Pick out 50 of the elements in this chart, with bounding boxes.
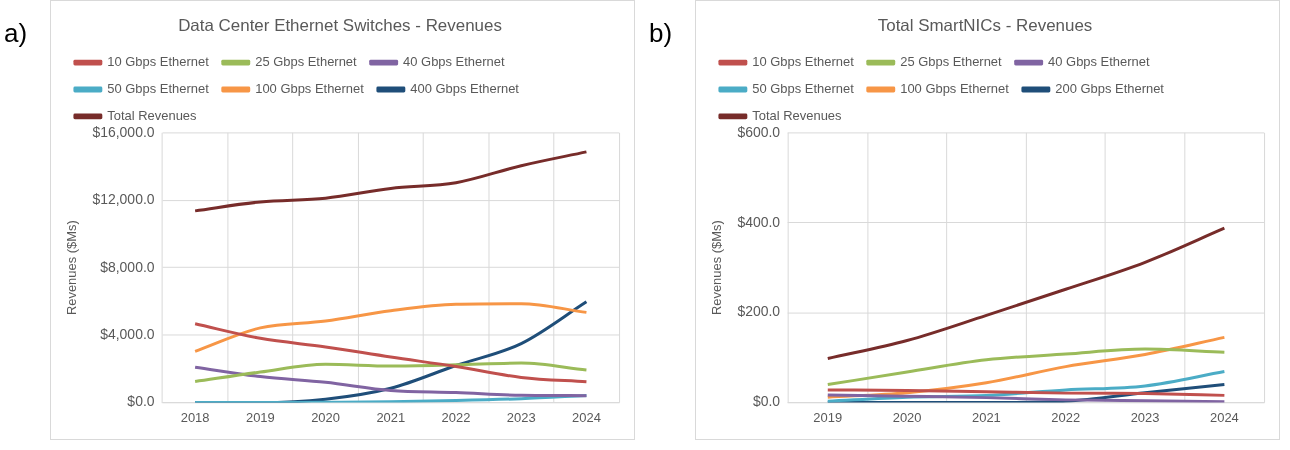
y-tick-label: $12,000.0 — [92, 191, 155, 208]
x-tick-label: 2020 — [311, 409, 340, 425]
x-tick-label: 2019 — [813, 409, 843, 425]
line-series — [826, 226, 1226, 360]
line-series — [193, 302, 588, 353]
legend-label: 10 Gbps Ethernet — [752, 54, 855, 70]
x-tick-label: 2022 — [441, 409, 471, 425]
y-tick-label: $4,000.0 — [100, 325, 155, 342]
y-tick-label: $200.0 — [737, 303, 781, 320]
y-tick-label: $400.0 — [737, 213, 781, 230]
x-tick-label: 2019 — [245, 409, 275, 425]
chart-title: Data Center Ethernet Switches - Revenues — [178, 15, 502, 35]
legend-label: 50 Gbps Ethernet — [752, 81, 855, 97]
line-series — [826, 393, 1226, 403]
legend-label: Total Revenues — [752, 107, 842, 123]
y-tick-label: $16,000.0 — [92, 123, 155, 140]
legend-label: 10 Gbps Ethernet — [107, 54, 210, 70]
text: a) — [3, 17, 29, 49]
line-series — [193, 361, 588, 383]
x-tick-label: 2023 — [1130, 409, 1160, 425]
line-series — [826, 347, 1226, 387]
line-series — [193, 365, 588, 398]
legend-label: 400 Gbps Ethernet — [410, 81, 520, 97]
legend-label: 50 Gbps Ethernet — [107, 81, 210, 97]
chart-title: Total SmartNICs - Revenues — [877, 15, 1093, 35]
y-axis-title: Revenues ($Ms) — [709, 220, 725, 316]
x-tick-label: 2021 — [972, 409, 1001, 425]
y-tick-label: $0.0 — [127, 393, 155, 410]
y-tick-label: $0.0 — [752, 393, 781, 410]
legend-label: 25 Gbps Ethernet — [255, 54, 358, 70]
line-series — [193, 150, 588, 213]
x-tick-label: 2018 — [180, 409, 210, 425]
legend-label: 200 Gbps Ethernet — [1055, 81, 1165, 97]
text: b) — [648, 17, 674, 49]
x-tick-label: 2024 — [572, 409, 601, 425]
x-tick-label: 2021 — [376, 409, 406, 425]
legend-label: 100 Gbps Ethernet — [900, 81, 1010, 97]
y-axis-title: Revenues ($Ms) — [64, 220, 80, 316]
x-tick-label: 2023 — [506, 409, 536, 425]
line-series — [193, 322, 588, 384]
legend-label: 25 Gbps Ethernet — [900, 54, 1003, 70]
legend-label: 40 Gbps Ethernet — [403, 54, 505, 70]
legend-label: Total Revenues — [107, 107, 197, 123]
x-tick-label: 2024 — [1209, 409, 1239, 425]
legend-label: 100 Gbps Ethernet — [255, 81, 365, 97]
legend-label: 40 Gbps Ethernet — [1048, 54, 1150, 70]
y-tick-label: $8,000.0 — [100, 258, 155, 275]
y-tick-label: $600.0 — [737, 123, 781, 140]
x-tick-label: 2022 — [1051, 409, 1081, 425]
x-tick-label: 2020 — [892, 409, 922, 425]
